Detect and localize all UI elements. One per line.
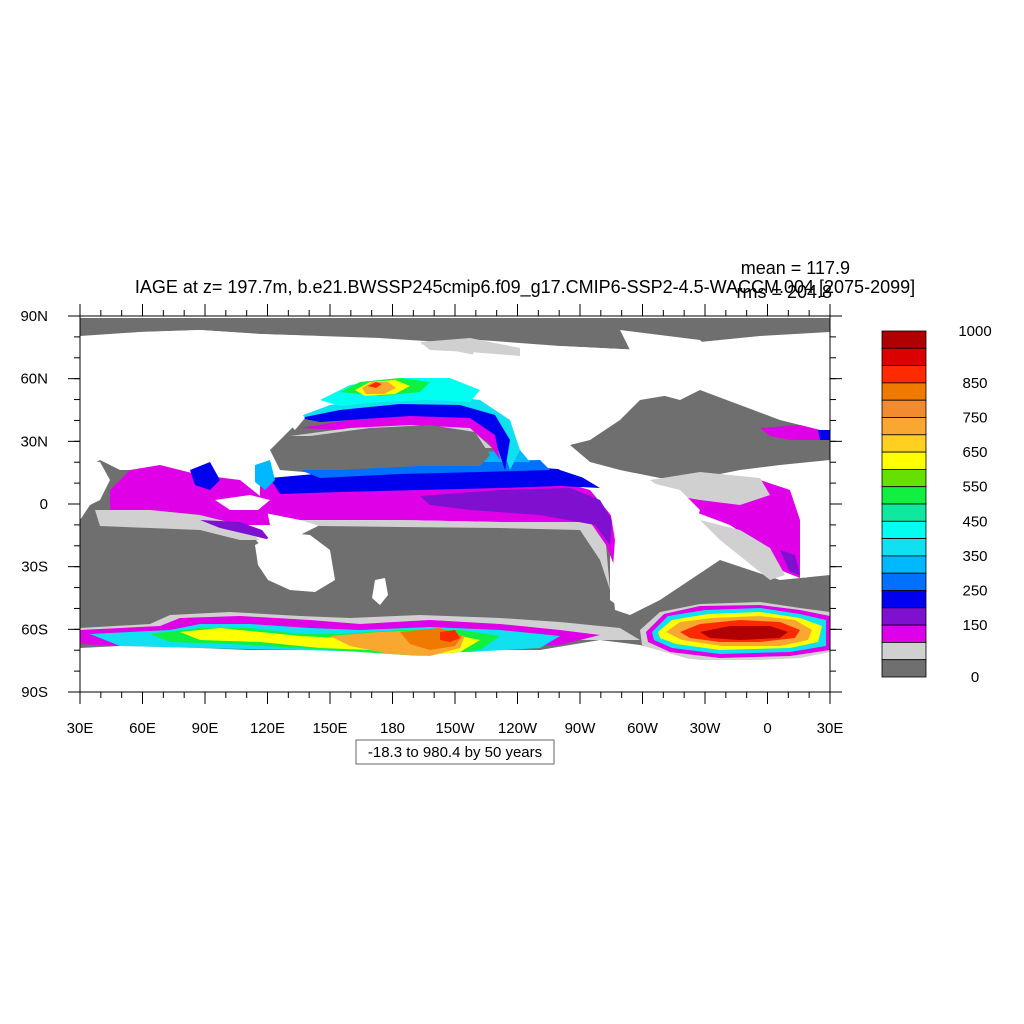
atlantic-north-blue [818, 430, 830, 440]
colorbar-swatch [881, 659, 927, 678]
lon-tick-label: 150E [312, 720, 347, 737]
atlantic-grey [650, 472, 770, 505]
npac-inner [275, 425, 490, 470]
atlantic-purple [780, 550, 800, 575]
colorbar-swatch [881, 468, 927, 488]
range-note-box [355, 739, 555, 765]
stats-mean: mean = 117.9 [741, 258, 850, 278]
colorbar-label: 750 [962, 410, 987, 427]
lat-tick-label: 0 [40, 496, 48, 513]
lon-tick-label: 30W [690, 720, 722, 737]
colorbar-swatch [881, 572, 927, 591]
tropical-blue2-pacific [300, 460, 550, 478]
axis-labels: 30E 60E 90E 120E 150E 180 150W 120W 90W 60W 30W 0 30… [20, 308, 843, 737]
land-australia [255, 532, 335, 592]
lat-tick-label: 30N [20, 433, 48, 450]
colorbar-swatch [881, 399, 927, 418]
lon-tick-label: 120W [498, 720, 538, 737]
axis-ticks [68, 304, 842, 704]
colorbar-swatch [881, 434, 927, 453]
lon-tick-label: 60E [129, 720, 156, 737]
colorbar-label: 150 [962, 617, 987, 634]
lon-tick-label: 30E [67, 720, 94, 737]
colorbar-label: 650 [962, 444, 987, 461]
colorbar-swatch [881, 382, 927, 401]
land-africa-left [80, 460, 110, 520]
colorbar-labels: 1000 850 750 650 550 450 350 250 150 0 [958, 323, 991, 686]
land-greenland [620, 330, 720, 400]
range-note: -18.3 to 980.4 by 50 years [368, 744, 542, 761]
lat-tick-label: 90S [21, 684, 48, 701]
lat-tick-label: 30S [21, 559, 48, 576]
stats-rms: rms = 204.8 [736, 282, 832, 302]
land-southamerica [600, 480, 700, 615]
indian-sky [255, 460, 275, 490]
colorbar-swatch [881, 365, 927, 384]
npac-subpolar-red [368, 382, 382, 388]
colorbar-label: 1000 [958, 323, 991, 340]
colorbar-swatch [881, 555, 927, 574]
colorbar-swatch [881, 538, 927, 557]
colorbar-label: 550 [962, 479, 987, 496]
lon-tick-label: 0 [763, 720, 771, 737]
lon-tick-label: 150W [435, 720, 475, 737]
indian-purple [200, 520, 270, 540]
lon-tick-label: 90W [565, 720, 597, 737]
ocean-field [80, 318, 830, 660]
colorbar-swatch [881, 347, 927, 366]
north-atlantic [570, 390, 830, 478]
colorbar-swatch [881, 520, 927, 539]
tropical-grey-pacific [300, 520, 610, 590]
lon-tick-label: 60W [627, 720, 659, 737]
colorbar-swatch [881, 330, 927, 349]
colorbar-label: 450 [962, 513, 987, 530]
lat-tick-label: 60S [21, 621, 48, 638]
lon-tick-label: 90E [192, 720, 219, 737]
arctic-grey-strip [420, 338, 520, 356]
colorbar-swatch [881, 417, 927, 436]
atlantic-magenta [660, 475, 800, 578]
colorbar-label: 250 [962, 583, 987, 600]
colorbar-swatch [881, 607, 927, 626]
colorbar-swatch [881, 451, 927, 470]
lat-tick-label: 60N [20, 371, 48, 388]
colorbar-label: 350 [962, 548, 987, 565]
colorbar-label: 0 [971, 669, 979, 686]
land-masses [80, 330, 830, 692]
lon-tick-label: 120E [250, 720, 285, 737]
colorbar [881, 330, 927, 678]
colorbar-swatch [881, 486, 927, 505]
lon-tick-label: 180 [380, 720, 405, 737]
colorbar-swatch [881, 590, 927, 609]
land-eurasia [80, 330, 330, 465]
so-band-red [440, 630, 460, 642]
atlantic-grey2 [700, 520, 785, 580]
map-title: IAGE at z= 197.7m, b.e21.BWSSP245cmip6.f… [135, 277, 915, 298]
weddell-darkred [700, 626, 788, 640]
indian-blue [190, 462, 220, 490]
colorbar-label: 850 [962, 375, 987, 392]
map-plot-area [80, 316, 830, 692]
atlantic-north-magenta [760, 425, 820, 440]
colorbar-swatch [881, 624, 927, 643]
land-antarctica [80, 640, 830, 692]
land-northamerica [470, 340, 650, 480]
land-indonesia [215, 495, 270, 510]
land-africa [800, 440, 830, 578]
land-newzealand [372, 578, 388, 605]
indian-grey [95, 510, 260, 540]
lat-tick-label: 90N [20, 308, 48, 325]
lon-tick-label: 30E [817, 720, 844, 737]
land-japan [285, 408, 305, 430]
colorbar-swatch [881, 503, 927, 522]
tropical-purple-pacific [420, 488, 612, 545]
southern-ocean [80, 470, 830, 650]
colorbar-swatch [881, 642, 927, 661]
